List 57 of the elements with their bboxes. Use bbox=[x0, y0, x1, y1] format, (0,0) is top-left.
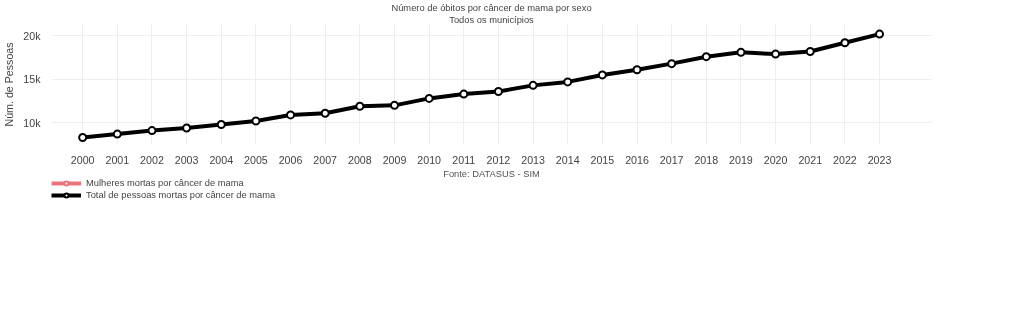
point bbox=[147, 126, 157, 136]
y-tick-label: 20k bbox=[23, 29, 42, 42]
x-tick-label: 2017 bbox=[659, 153, 684, 166]
x-tick-label: 2000 bbox=[70, 153, 95, 166]
x-tick-label: 2007 bbox=[313, 153, 338, 166]
x-tick-label: 2003 bbox=[174, 153, 199, 166]
x-tick-label: 2005 bbox=[244, 153, 268, 166]
point bbox=[875, 29, 885, 39]
source-note: Fonte: DATASUS - SIM bbox=[443, 168, 540, 179]
point bbox=[667, 59, 677, 69]
point bbox=[805, 46, 815, 56]
x-tick-label: 2018 bbox=[694, 153, 719, 166]
x-tick-label: 2012 bbox=[486, 153, 511, 166]
point bbox=[216, 120, 226, 129]
y-tick-label: 10k bbox=[23, 116, 42, 129]
x-tick-label: 2006 bbox=[278, 153, 303, 166]
x-tick-label: 2001 bbox=[105, 153, 130, 166]
x-tick-label: 2020 bbox=[763, 153, 788, 166]
x-tick-label: 2016 bbox=[625, 153, 649, 166]
legend-label: Total de pessoas mortas por câncer de mama bbox=[86, 190, 276, 200]
point bbox=[424, 93, 434, 103]
y-axis-title: Núm. de Pessoas bbox=[3, 42, 16, 127]
x-tick-label: 2022 bbox=[833, 153, 857, 166]
x-tick-label: 2011 bbox=[452, 153, 476, 166]
point bbox=[78, 133, 88, 143]
point bbox=[840, 38, 850, 48]
chart-subtitle: Todos os municípios bbox=[449, 14, 535, 25]
point bbox=[597, 70, 607, 80]
point bbox=[182, 123, 192, 133]
point bbox=[355, 101, 365, 111]
legend-label: Mulheres mortas por câncer de mama bbox=[86, 178, 244, 188]
point bbox=[286, 110, 296, 120]
y-tick-label: 15k bbox=[23, 73, 42, 86]
point bbox=[389, 100, 399, 110]
x-tick-label: 2004 bbox=[209, 153, 234, 166]
x-tick-label: 2010 bbox=[417, 153, 442, 166]
x-tick-label: 2014 bbox=[555, 153, 580, 166]
point bbox=[563, 77, 573, 87]
point bbox=[320, 108, 330, 118]
x-tick-label: 2021 bbox=[798, 153, 823, 166]
x-tick-label: 2013 bbox=[521, 153, 545, 166]
point bbox=[493, 86, 503, 96]
x-tick-label: 2023 bbox=[867, 153, 892, 166]
point bbox=[771, 49, 781, 59]
point bbox=[528, 80, 538, 90]
chart-title: Número de óbitos por câncer de mama por sexo bbox=[391, 2, 592, 13]
point bbox=[736, 47, 746, 57]
x-tick-label: 2002 bbox=[140, 153, 164, 166]
point bbox=[701, 52, 711, 62]
x-tick-label: 2008 bbox=[347, 153, 372, 166]
x-tick-label: 2019 bbox=[729, 153, 753, 166]
point bbox=[112, 129, 122, 139]
point bbox=[251, 116, 261, 126]
point bbox=[459, 89, 469, 99]
x-tick-label: 2009 bbox=[382, 153, 407, 166]
point bbox=[632, 65, 642, 75]
x-tick-label: 2015 bbox=[590, 153, 615, 166]
